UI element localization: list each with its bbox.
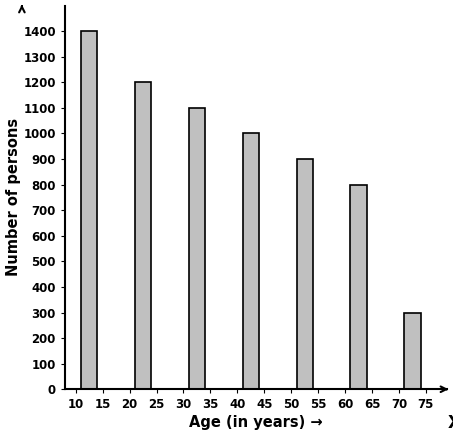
Bar [81,31,97,389]
Text: Y: Y [57,0,69,2]
Bar [189,108,205,389]
Text: X: X [448,414,453,432]
Bar [405,313,420,389]
Y-axis label: Number of persons: Number of persons [5,118,20,276]
X-axis label: Age (in years) →: Age (in years) → [189,416,323,430]
Bar [351,184,366,389]
Bar [135,82,151,389]
Bar [243,133,259,389]
Bar [297,159,313,389]
